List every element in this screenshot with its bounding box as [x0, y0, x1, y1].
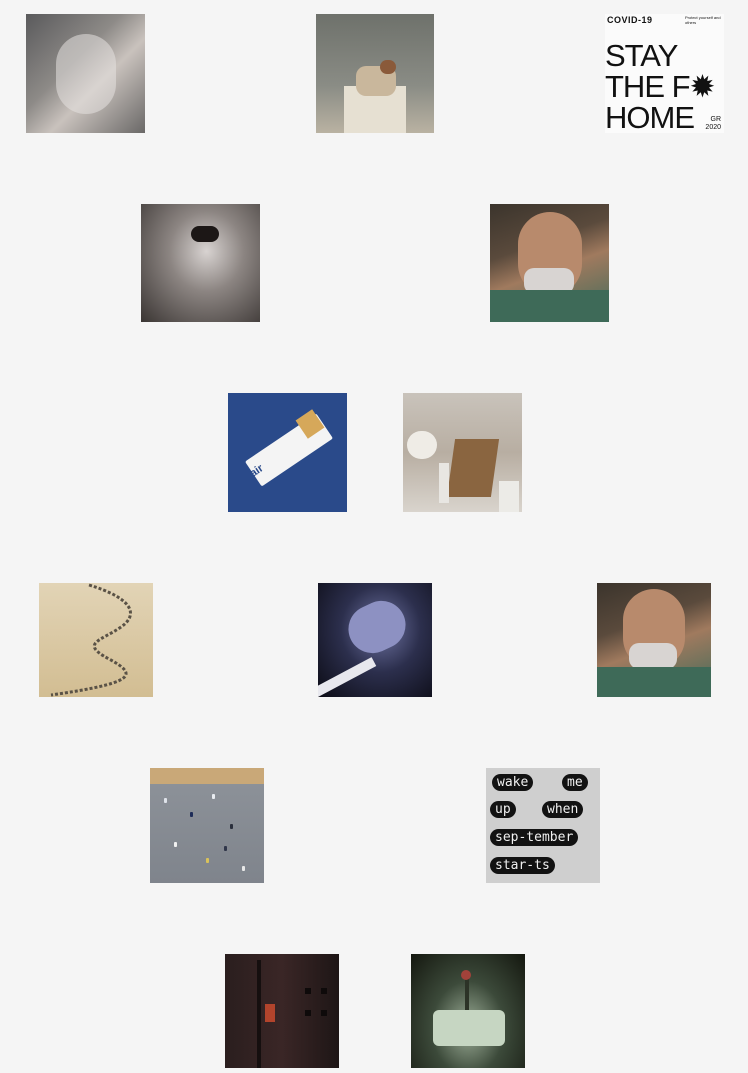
poster-foot: GR 2020: [705, 116, 721, 132]
poster-line-3: HOME: [605, 100, 695, 133]
person-shape: [164, 798, 167, 803]
person-shape: [206, 858, 209, 863]
pill-word-1: wake: [492, 774, 534, 791]
gallery-image-1[interactable]: [26, 14, 145, 133]
poster-foot-line-2: 2020: [705, 124, 721, 131]
person-shape: [212, 794, 215, 799]
rail-shape: [318, 657, 377, 697]
gallery-image-3[interactable]: COVID-19 Protect yourself and others STA…: [605, 14, 724, 133]
figure-hair-shape: [191, 226, 219, 242]
window-shape: [305, 1010, 311, 1016]
person-shape: [242, 866, 245, 871]
gallery-image-13[interactable]: [225, 954, 339, 1068]
table-shape: [433, 1010, 505, 1046]
window-shape: [321, 988, 327, 994]
gallery-image-12[interactable]: wake me up when sep-tember star-ts: [486, 768, 600, 883]
poster-note: Protect yourself and others: [685, 15, 721, 25]
lit-window-shape: [265, 1004, 275, 1022]
gallery-image-6[interactable]: air: [228, 393, 347, 512]
mask-shape: [524, 268, 574, 294]
gallery-image-8[interactable]: [39, 583, 153, 697]
person-shape: [224, 846, 227, 851]
window-shape: [321, 1010, 327, 1016]
street-edge-shape: [150, 768, 264, 784]
window-frame-shape: [257, 960, 261, 1068]
poster-line-2: THE F✹: [605, 69, 716, 104]
poster-top-label: COVID-19: [607, 15, 653, 25]
glove-shape: [340, 592, 414, 662]
flower-stem-shape: [465, 976, 469, 1010]
gallery-image-7[interactable]: [403, 393, 522, 512]
gallery-image-11[interactable]: [150, 768, 264, 883]
queue-line-icon: [50, 583, 132, 697]
flowers-shape: [407, 431, 437, 459]
gallery-image-14[interactable]: [411, 954, 525, 1068]
pill-word-4: when: [542, 801, 584, 818]
pill-word-5: sep-tember: [490, 829, 579, 846]
gallery-image-9[interactable]: [318, 583, 432, 697]
gallery-image-2[interactable]: [316, 14, 434, 133]
candle-shape: [439, 463, 449, 503]
pill-word-3: up: [490, 801, 516, 818]
chair-shape: [446, 439, 500, 497]
window-shape: [305, 988, 311, 994]
figure-shape: [56, 34, 116, 114]
shirt-shape: [597, 667, 711, 697]
head-shape: [380, 60, 396, 74]
gallery-image-5[interactable]: [490, 204, 609, 322]
gallery-image-10[interactable]: [597, 583, 711, 697]
shirt-shape: [490, 290, 609, 322]
pill-word-2: me: [562, 774, 588, 791]
gallery-image-4[interactable]: [141, 204, 260, 322]
person-shape: [174, 842, 177, 847]
person-shape: [230, 824, 233, 829]
mask-shape: [629, 643, 677, 669]
poster-line-1: STAY: [605, 38, 678, 73]
flower-shape: [461, 970, 471, 980]
person-shape: [190, 812, 193, 817]
vase-shape: [499, 481, 519, 512]
pill-word-6: star-ts: [490, 857, 555, 874]
poster-foot-line-1: GR: [710, 116, 722, 123]
